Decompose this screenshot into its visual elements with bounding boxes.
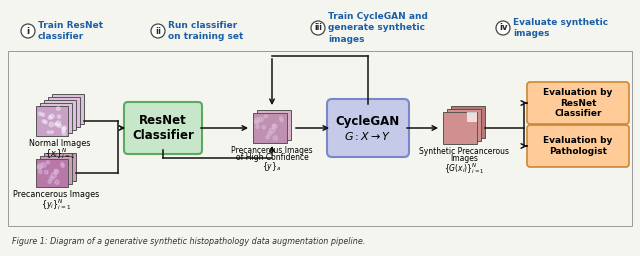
FancyBboxPatch shape: [124, 102, 202, 154]
Circle shape: [49, 176, 54, 180]
FancyBboxPatch shape: [527, 82, 629, 124]
FancyBboxPatch shape: [443, 112, 477, 144]
Circle shape: [62, 131, 66, 135]
Circle shape: [51, 173, 56, 178]
Circle shape: [50, 114, 54, 119]
Circle shape: [269, 128, 275, 133]
FancyBboxPatch shape: [36, 159, 68, 187]
Text: Evaluation by
ResNet
Classifier: Evaluation by ResNet Classifier: [543, 88, 612, 118]
Circle shape: [264, 115, 268, 118]
Circle shape: [151, 24, 165, 38]
Circle shape: [42, 120, 45, 123]
Circle shape: [273, 136, 278, 140]
Circle shape: [51, 131, 53, 134]
Circle shape: [48, 116, 52, 119]
Circle shape: [259, 117, 263, 122]
FancyBboxPatch shape: [467, 112, 477, 122]
Text: Figure 1: Diagram of a generative synthetic histopathology data augmentation pip: Figure 1: Diagram of a generative synthe…: [12, 238, 365, 247]
Circle shape: [54, 123, 58, 126]
FancyBboxPatch shape: [257, 110, 291, 140]
Circle shape: [62, 127, 65, 130]
Text: Run classifier
on training set: Run classifier on training set: [168, 21, 243, 41]
Circle shape: [61, 162, 64, 166]
Circle shape: [48, 180, 51, 183]
FancyBboxPatch shape: [253, 113, 287, 143]
Circle shape: [58, 124, 61, 128]
Text: Train CycleGAN and
generate synthetic
images: Train CycleGAN and generate synthetic im…: [328, 12, 428, 44]
Circle shape: [280, 119, 284, 122]
Text: $\{y\}_a$: $\{y\}_a$: [262, 160, 282, 173]
Circle shape: [56, 121, 61, 126]
Circle shape: [496, 21, 510, 35]
Text: Train ResNet
classifier: Train ResNet classifier: [38, 21, 103, 41]
Circle shape: [266, 135, 269, 139]
Circle shape: [61, 164, 65, 167]
FancyBboxPatch shape: [40, 103, 72, 133]
Circle shape: [38, 170, 42, 174]
Text: Evaluation by
Pathologist: Evaluation by Pathologist: [543, 136, 612, 156]
Text: ResNet
Classifier: ResNet Classifier: [132, 114, 194, 142]
Circle shape: [273, 124, 276, 127]
FancyBboxPatch shape: [40, 156, 72, 184]
Circle shape: [279, 117, 282, 120]
Circle shape: [44, 121, 47, 124]
FancyBboxPatch shape: [36, 106, 68, 136]
FancyBboxPatch shape: [527, 125, 629, 167]
Text: Precancerous Images: Precancerous Images: [231, 146, 313, 155]
Circle shape: [37, 164, 42, 169]
Circle shape: [56, 107, 60, 110]
Text: Normal Images: Normal Images: [29, 139, 91, 148]
Text: Evaluate synthetic
images: Evaluate synthetic images: [513, 18, 608, 38]
Circle shape: [256, 125, 259, 129]
Text: ii: ii: [155, 27, 161, 36]
FancyBboxPatch shape: [48, 97, 80, 127]
Circle shape: [47, 131, 50, 134]
Circle shape: [47, 161, 50, 164]
Text: $\{y_i\}_{i=1}^{N}$: $\{y_i\}_{i=1}^{N}$: [41, 197, 71, 212]
Text: $G: X \rightarrow Y$: $G: X \rightarrow Y$: [344, 130, 392, 142]
Circle shape: [268, 132, 271, 136]
FancyBboxPatch shape: [451, 106, 485, 138]
Circle shape: [272, 124, 277, 129]
Text: iii: iii: [314, 24, 322, 33]
Circle shape: [255, 118, 260, 123]
Circle shape: [42, 113, 45, 116]
Circle shape: [55, 180, 59, 184]
Circle shape: [262, 125, 266, 129]
FancyBboxPatch shape: [44, 100, 76, 130]
Circle shape: [54, 169, 59, 174]
Text: iv: iv: [499, 24, 508, 33]
Circle shape: [41, 163, 46, 167]
Text: $\{x_i\}_{i=1}^{N}$: $\{x_i\}_{i=1}^{N}$: [45, 146, 75, 161]
Circle shape: [38, 112, 42, 115]
Circle shape: [44, 170, 48, 174]
Circle shape: [61, 129, 65, 132]
Circle shape: [21, 24, 35, 38]
Circle shape: [58, 115, 61, 118]
Circle shape: [255, 120, 259, 124]
Circle shape: [311, 21, 325, 35]
Text: i: i: [26, 27, 29, 36]
FancyBboxPatch shape: [52, 94, 84, 124]
FancyBboxPatch shape: [44, 153, 76, 181]
Text: CycleGAN: CycleGAN: [336, 115, 400, 129]
Circle shape: [54, 170, 58, 173]
Text: $\{G(x_i)\}_{i=1}^{N}$: $\{G(x_i)\}_{i=1}^{N}$: [444, 161, 484, 176]
Circle shape: [63, 126, 67, 130]
Circle shape: [38, 166, 42, 170]
Text: Synthetic Precancerous: Synthetic Precancerous: [419, 147, 509, 156]
Text: Images: Images: [450, 154, 478, 163]
Circle shape: [49, 122, 54, 127]
FancyBboxPatch shape: [327, 99, 409, 157]
FancyBboxPatch shape: [447, 109, 481, 141]
Text: of High Confidence: of High Confidence: [236, 153, 308, 162]
Text: Precancerous Images: Precancerous Images: [13, 190, 99, 199]
